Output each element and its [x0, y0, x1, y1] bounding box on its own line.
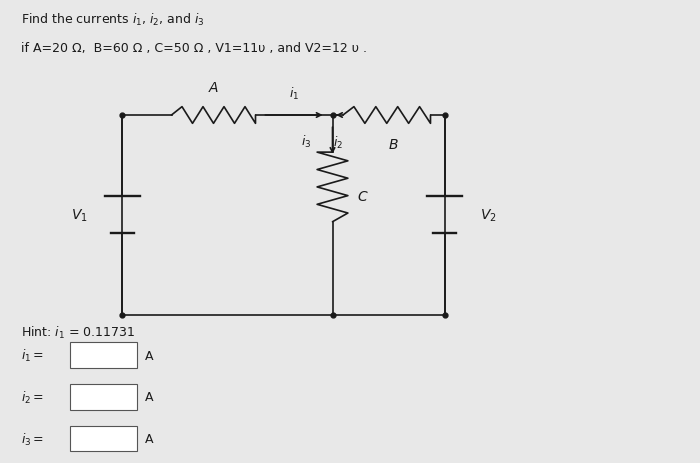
Text: $i_2$: $i_2$	[332, 134, 343, 150]
Text: C: C	[357, 190, 367, 204]
FancyBboxPatch shape	[70, 384, 136, 410]
Text: A: A	[209, 81, 218, 95]
Text: $i_3$: $i_3$	[301, 133, 312, 149]
Text: B: B	[389, 138, 398, 152]
Text: A: A	[145, 390, 153, 404]
Text: if A=20 Ω,  B=60 Ω , C=50 Ω , V1=11υ , and V2=12 υ .: if A=20 Ω, B=60 Ω , C=50 Ω , V1=11υ , an…	[21, 42, 367, 55]
Text: A: A	[145, 432, 153, 445]
FancyBboxPatch shape	[70, 343, 136, 368]
Text: $V_2$: $V_2$	[480, 207, 496, 224]
Text: Hint: $i_1$ = 0.11731: Hint: $i_1$ = 0.11731	[21, 324, 135, 340]
Text: A: A	[145, 349, 153, 362]
Text: $i_2 =$: $i_2 =$	[21, 389, 44, 405]
Text: $i_1 =$: $i_1 =$	[21, 347, 44, 363]
Text: $i_3 =$: $i_3 =$	[21, 431, 44, 447]
FancyBboxPatch shape	[70, 426, 136, 451]
Text: $i_1$: $i_1$	[289, 86, 299, 102]
Text: $V_1$: $V_1$	[71, 207, 88, 224]
Text: Find the currents $i_1$, $i_2$, and $i_3$: Find the currents $i_1$, $i_2$, and $i_3…	[21, 12, 204, 28]
